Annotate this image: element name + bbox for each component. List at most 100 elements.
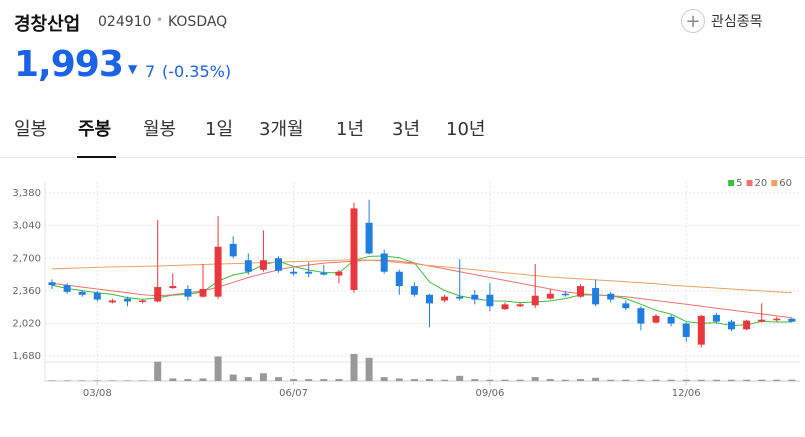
volume-bar: [712, 379, 720, 381]
volume-bar: [410, 379, 418, 381]
volume-bar: [275, 377, 282, 381]
volume-bar: [63, 380, 71, 381]
candle-body: [773, 318, 781, 321]
volume-bar: [456, 375, 464, 381]
candle-body: [305, 271, 313, 274]
candle-body: [365, 222, 373, 254]
market: KOSDAQ: [168, 14, 228, 30]
moving-average: [51, 255, 792, 327]
tab[interactable]: 주봉: [78, 119, 112, 140]
candle-body: [199, 288, 207, 297]
volume-bar: [93, 380, 101, 381]
volume-bar: [788, 379, 796, 381]
candle-body: [682, 323, 690, 337]
favorite-label: 관심종목: [711, 14, 763, 30]
volume-bar: [516, 379, 524, 381]
volume-bar: [426, 379, 433, 381]
tab[interactable]: 월봉: [143, 119, 177, 140]
legend-label: 5: [736, 178, 742, 189]
volume-bar: [259, 373, 267, 381]
legend-swatch: [746, 180, 753, 186]
volume-bar: [441, 379, 449, 381]
candle-body: [667, 316, 675, 324]
candle-body: [728, 321, 735, 330]
candle-body: [108, 300, 116, 303]
change-rate: (-0.35%): [162, 62, 232, 81]
volume-bar: [320, 379, 328, 381]
moving-average: [51, 259, 792, 294]
favorite-button[interactable]: + 관심종목: [681, 9, 763, 33]
candle-body: [697, 315, 705, 345]
volume-bar: [728, 379, 735, 381]
candle-body: [561, 293, 569, 296]
plus-icon: +: [681, 9, 705, 33]
candle-body: [441, 296, 449, 301]
candle-body: [124, 298, 131, 302]
y-tick-label: 2,020: [12, 319, 41, 330]
candle-body: [758, 319, 766, 322]
candle-body: [154, 287, 162, 302]
tab[interactable]: 일봉: [14, 119, 48, 140]
volume-bar: [139, 380, 147, 381]
candle-body: [652, 315, 660, 323]
tab[interactable]: 1년: [336, 119, 365, 140]
candle-body: [607, 293, 615, 300]
volume-bar: [395, 378, 403, 381]
volume-bar: [199, 378, 207, 381]
volume-bar: [592, 377, 600, 381]
stock-name: 경창산업: [14, 14, 81, 35]
volume-bar: [124, 380, 131, 381]
volume-bar: [380, 377, 388, 381]
volume-bar: [667, 379, 675, 381]
volume-bar: [637, 379, 645, 381]
volume-bar: [501, 379, 509, 381]
volume-bar: [335, 379, 343, 381]
volume-bar: [607, 379, 615, 381]
candle-body: [456, 296, 464, 299]
candle-body: [93, 292, 101, 300]
volume-bar: [108, 380, 116, 381]
legend-label: 20: [755, 178, 768, 189]
candle-body: [712, 314, 720, 322]
candle-body: [259, 260, 267, 270]
volume-bar: [758, 379, 766, 381]
candle-body: [184, 288, 192, 297]
tab[interactable]: 1일: [205, 119, 234, 140]
tab[interactable]: 3년: [392, 119, 421, 140]
volume-bar: [546, 379, 554, 381]
volume-bar: [229, 374, 237, 381]
volume-bar: [154, 361, 162, 381]
x-tick-label: 03/08: [83, 388, 112, 399]
tab[interactable]: 10년: [446, 119, 486, 140]
candle-body: [290, 271, 298, 274]
candle-body: [577, 286, 584, 297]
volume-bar: [471, 379, 479, 381]
stock-code: 024910: [98, 14, 152, 30]
volume-bar: [244, 377, 252, 381]
price: 1,993: [14, 44, 124, 85]
candle-body: [410, 286, 418, 295]
x-tick-label: 09/06: [475, 388, 504, 399]
candle-body: [275, 258, 282, 271]
volume-bar: [290, 379, 298, 381]
down-arrow: ▼: [128, 62, 138, 76]
y-tick-label: 1,680: [12, 351, 41, 362]
candle-body: [63, 285, 71, 292]
candle-body: [335, 271, 343, 276]
volume-bar: [577, 379, 584, 381]
candle-body: [788, 318, 796, 322]
candle-body: [622, 303, 630, 309]
candle-body: [48, 282, 56, 286]
candle-body: [350, 208, 358, 290]
tab[interactable]: 3개월: [259, 119, 304, 140]
candle-body: [471, 294, 479, 300]
candle-body: [214, 246, 222, 297]
legend-swatch: [771, 180, 778, 186]
volume-bar: [169, 378, 177, 381]
volume-bar: [305, 379, 313, 381]
volume-bar: [78, 380, 86, 381]
candle-body: [380, 253, 388, 272]
volume-bar: [486, 379, 494, 381]
